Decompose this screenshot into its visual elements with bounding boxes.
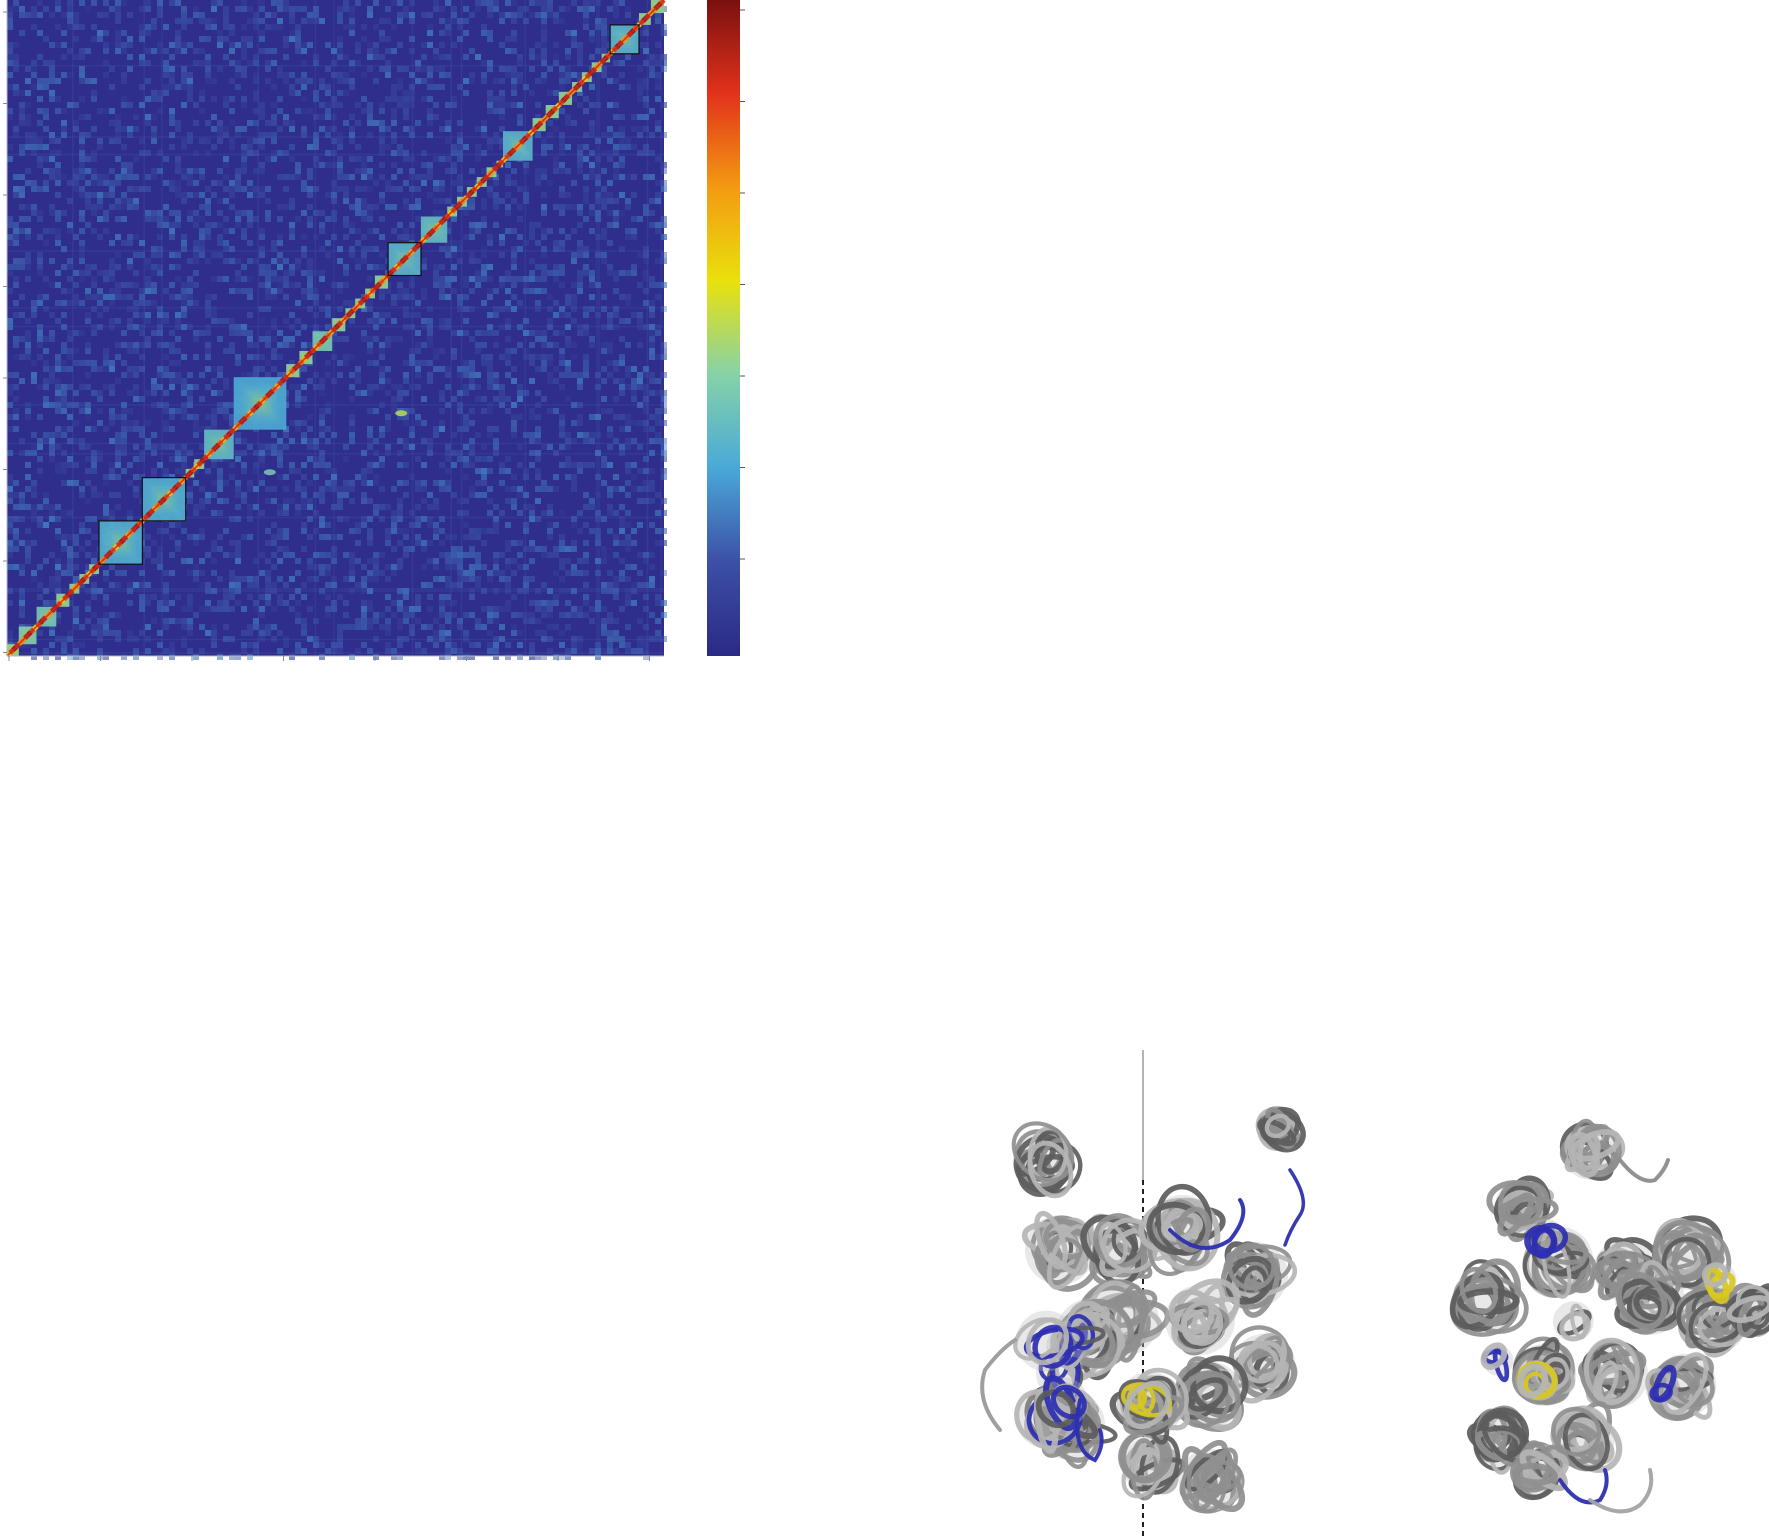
heatmap-off-diagonal-spots [263, 410, 408, 476]
chromatin-globule [1449, 1258, 1529, 1337]
chromatin-globule [1524, 1218, 1569, 1259]
chromatin-globule [1486, 1175, 1559, 1243]
diagonal-core [6, 0, 665, 657]
domain-outline [609, 24, 640, 55]
chromatin-globule [1165, 1278, 1240, 1356]
chromatin-structure-right [1449, 1118, 1769, 1514]
domain-outline [141, 477, 187, 522]
colorbar-bar [707, 0, 740, 656]
chromatin-globule [1021, 1210, 1102, 1292]
chromatin-globule [1559, 1118, 1626, 1181]
contact-spot [395, 410, 408, 417]
chromatin-globule [1466, 1405, 1531, 1475]
chromatin-strand [1168, 1198, 1246, 1250]
heatmap-diagonal [5, 0, 666, 658]
chromatin-globule [1011, 1121, 1083, 1199]
chromatin-globule [1178, 1439, 1246, 1514]
chromatin-globule [1116, 1379, 1173, 1430]
chromatin-globule [1013, 1310, 1085, 1372]
chromatin-strand [1075, 1398, 1104, 1463]
chromatin-strand [1588, 1468, 1654, 1514]
chromatin-strand [980, 1338, 1017, 1432]
colorbar [707, 0, 745, 656]
chromatin-globule [1480, 1342, 1514, 1383]
chromatin-strand [1558, 1468, 1609, 1505]
chromatin-globule [1220, 1241, 1298, 1318]
contact-heatmap [3, 0, 667, 661]
chromatin-globule [1550, 1400, 1623, 1473]
chromatin-globule [1725, 1282, 1769, 1339]
chromatin-globule [1647, 1352, 1717, 1422]
chromatin-globule [1228, 1325, 1298, 1404]
chromatin-globule [1514, 1359, 1558, 1401]
chromatin-globule [1701, 1262, 1737, 1305]
chromatin-globule [1577, 1337, 1649, 1409]
heatmap-noise-layer [7, 0, 667, 660]
heatmap-domain-outlines [98, 24, 640, 565]
domain-outline [387, 242, 422, 277]
chromatin-strand [1618, 1158, 1670, 1183]
chromatin-strand [1283, 1168, 1306, 1247]
colorbar-ticks [740, 9, 745, 560]
chromatin-globule [1255, 1105, 1306, 1153]
chromatin-globule [1645, 1364, 1679, 1405]
chromatin-globule [1171, 1355, 1249, 1433]
chromatin-globule [1035, 1375, 1089, 1432]
heatmap-axis [3, 0, 664, 661]
chromatin-structure-left [980, 1105, 1306, 1514]
contact-spot [263, 469, 276, 476]
chromatin-globule [1118, 1429, 1186, 1501]
chromatin-globule [1553, 1301, 1594, 1342]
domain-outline [98, 520, 144, 565]
